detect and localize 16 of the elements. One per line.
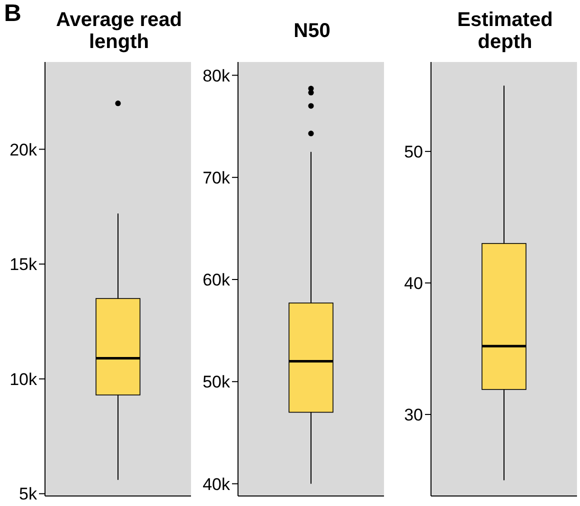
y-tick-label: 5k bbox=[19, 484, 38, 504]
y-tick-label: 15k bbox=[10, 255, 38, 274]
y-tick-label: 50 bbox=[404, 142, 423, 162]
chart-title: Average read length bbox=[55, 8, 183, 55]
y-tick-label: 80k bbox=[202, 66, 230, 86]
text: B bbox=[4, 0, 22, 28]
chart-title: N50 bbox=[292, 19, 332, 44]
y-tick-label: 30 bbox=[404, 405, 423, 424]
y-tick-label: 70k bbox=[202, 168, 230, 188]
chart-title: Estimated depth bbox=[456, 8, 554, 55]
y-tick-label: 10k bbox=[10, 370, 38, 389]
y-tick-label: 50k bbox=[202, 372, 230, 392]
y-tick-label: 40 bbox=[404, 274, 423, 293]
y-tick-label: 20k bbox=[10, 140, 38, 160]
y-tick-label: 60k bbox=[202, 270, 230, 290]
y-tick-label: 40k bbox=[202, 474, 230, 494]
